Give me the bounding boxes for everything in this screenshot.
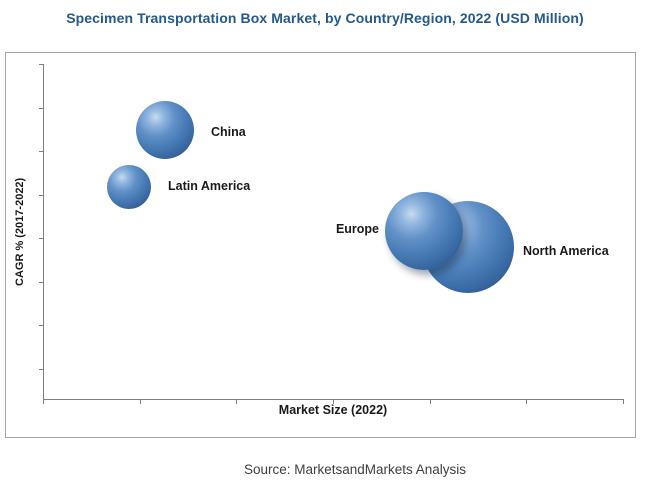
bubble-label-europe: Europe — [335, 222, 379, 236]
y-axis-tick — [39, 368, 43, 370]
x-axis-tick — [139, 400, 141, 404]
plot-area: CAGR % (2017-2022) Market Size (2022) No… — [5, 52, 636, 438]
x-axis-tick — [429, 400, 431, 404]
bubble-china — [136, 101, 194, 159]
y-axis-tick — [39, 281, 43, 283]
bubble-label-china: China — [211, 125, 246, 139]
y-axis-tick — [39, 194, 43, 196]
y-axis-label: CAGR % (2017-2022) — [14, 177, 26, 286]
x-axis-tick — [333, 400, 334, 404]
x-axis-tick — [43, 400, 44, 404]
bubble-label-latin-america: Latin America — [168, 179, 251, 193]
y-axis-tick — [39, 107, 43, 109]
x-axis-tick — [623, 400, 624, 404]
y-axis-tick — [39, 64, 43, 65]
x-axis-line — [43, 399, 624, 400]
source-note: Source: MarketsandMarkets Analysis — [243, 462, 467, 477]
bubble-latin-america — [107, 165, 151, 209]
x-axis-label: Market Size (2022) — [278, 403, 388, 417]
chart-title: Specimen Transportation Box Market, by C… — [66, 10, 584, 26]
y-axis-tick — [39, 325, 43, 326]
x-axis-tick — [526, 400, 528, 404]
y-axis-line — [43, 64, 44, 399]
bubble-label-north-america: North America — [523, 244, 609, 258]
bubble-europe — [385, 192, 463, 270]
y-axis-tick — [39, 151, 43, 152]
x-axis-tick — [236, 400, 238, 404]
y-axis-tick — [39, 238, 43, 239]
